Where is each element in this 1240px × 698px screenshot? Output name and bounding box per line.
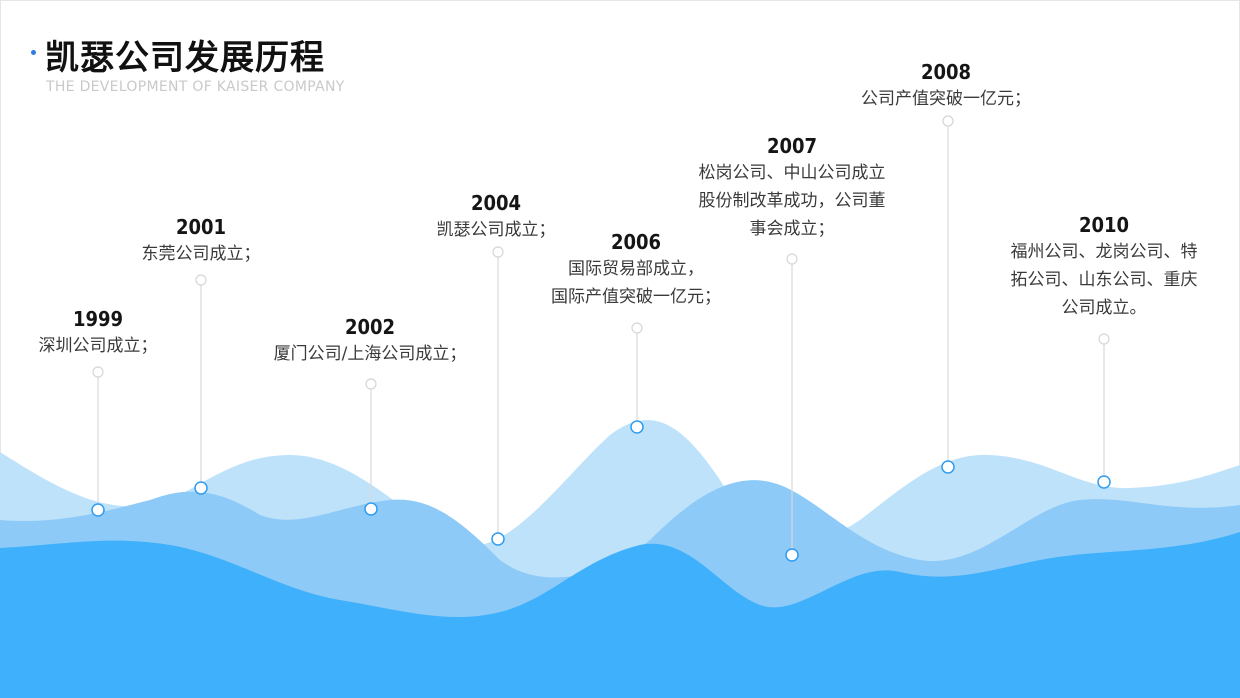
event-desc-line: 事会成立； — [749, 219, 835, 239]
event-desc-line: 深圳公司成立； — [38, 336, 158, 356]
timeline-connectors — [91, 115, 1111, 562]
event-desc-line: 公司成立。 — [1061, 298, 1147, 318]
title-bullet — [31, 50, 36, 55]
timeline-node-2010 — [1097, 475, 1111, 489]
timeline-node-2002 — [364, 502, 378, 516]
event-desc-line: 福州公司、龙岗公司、特 — [1010, 242, 1198, 262]
connector-top-dot-2004 — [492, 246, 504, 258]
connector-top-dot-2006 — [631, 322, 643, 334]
connector-top-dot-2007 — [786, 253, 798, 265]
event-desc-line: 东莞公司成立； — [141, 244, 261, 264]
connector-top-dot-2008 — [942, 115, 954, 127]
event-desc-line: 凯瑟公司成立； — [436, 220, 556, 240]
connector-top-dot-2001 — [195, 274, 207, 286]
timeline-event-2004: 2004 凯瑟公司成立； — [437, 190, 556, 244]
event-year: 2010 — [1078, 213, 1130, 237]
timeline-event-2008: 2008 公司产值突破一亿元； — [861, 59, 1031, 113]
event-year: 2002 — [344, 315, 396, 339]
timeline-event-2001: 2001 东莞公司成立； — [142, 214, 261, 268]
timeline-event-1999: 1999 深圳公司成立； — [39, 306, 158, 360]
connector-top-dot-2002 — [365, 378, 377, 390]
event-year: 2001 — [175, 215, 227, 239]
connector-top-dot-2010 — [1098, 333, 1110, 345]
event-year: 2008 — [920, 60, 972, 84]
timeline-event-2002: 2002 厦门公司/上海公司成立； — [274, 314, 467, 368]
event-year: 2004 — [470, 191, 522, 215]
wave-dark — [0, 532, 1240, 698]
event-year: 1999 — [72, 307, 124, 331]
event-desc-line: 国际贸易部成立， — [568, 259, 704, 279]
event-year: 2007 — [766, 134, 818, 158]
page-subtitle: THE DEVELOPMENT OF KAISER COMPANY — [46, 79, 345, 95]
timeline-node-2008 — [941, 460, 955, 474]
timeline-node-2007 — [785, 548, 799, 562]
event-year: 2006 — [610, 230, 662, 254]
page-title: 凯瑟公司发展历程 — [45, 38, 325, 78]
timeline-node-2001 — [194, 481, 208, 495]
event-desc-line: 股份制改革成功，公司董 — [698, 191, 886, 211]
timeline-event-2007: 2007 松岗公司、中山公司成立 股份制改革成功，公司董 事会成立； — [699, 133, 886, 243]
event-desc-line: 松岗公司、中山公司成立 — [698, 163, 886, 183]
connector-top-dot-1999 — [92, 366, 104, 378]
timeline-node-2004 — [491, 532, 505, 546]
timeline-event-2006: 2006 国际贸易部成立， 国际产值突破一亿元； — [551, 229, 721, 311]
event-desc-line: 公司产值突破一亿元； — [861, 89, 1031, 109]
timeline-node-1999 — [91, 503, 105, 517]
event-desc-line: 拓公司、山东公司、重庆 — [1010, 270, 1198, 290]
timeline-event-2010: 2010 福州公司、龙岗公司、特 拓公司、山东公司、重庆 公司成立。 — [1011, 212, 1198, 322]
event-desc-line: 厦门公司/上海公司成立； — [273, 344, 467, 364]
event-desc-line: 国际产值突破一亿元； — [551, 287, 721, 307]
timeline-node-2006 — [630, 420, 644, 434]
